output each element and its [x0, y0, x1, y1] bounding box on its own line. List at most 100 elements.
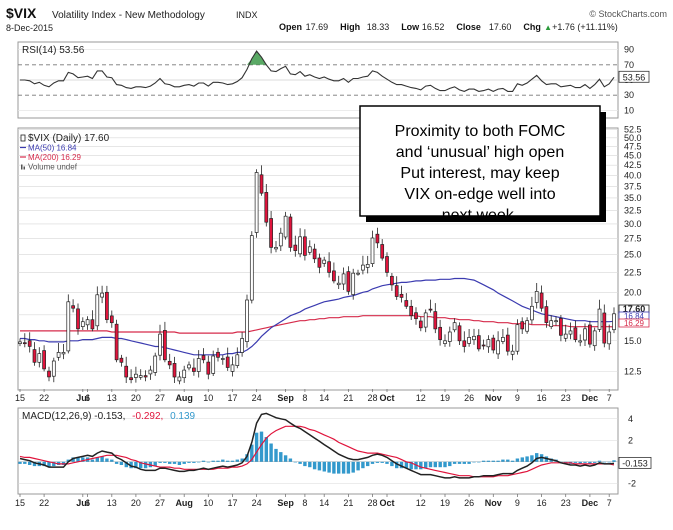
- macd-histogram-bar: [66, 459, 70, 462]
- date-label-bottom: Jul: [76, 498, 89, 508]
- price-tick-label: 47.5: [624, 141, 642, 151]
- candle-down: [167, 360, 172, 366]
- ohlc-value-low: 16.52: [422, 22, 445, 32]
- macd-histogram-bar: [607, 461, 611, 463]
- macd-histogram-bar: [597, 460, 602, 462]
- candle-down: [433, 311, 438, 330]
- candle-up: [211, 355, 216, 374]
- macd-histogram-bar: [462, 461, 466, 464]
- candle-up: [563, 333, 568, 339]
- price-badge-text: 17.60: [623, 304, 646, 314]
- candle-down: [105, 291, 109, 320]
- candle-up: [56, 352, 61, 358]
- date-label-top: 16: [537, 393, 547, 403]
- date-label-bottom: 26: [464, 498, 474, 508]
- annotation-callout: Proximity to both FOMC and ‘unusual’ high…: [359, 105, 606, 224]
- candle-up: [583, 328, 587, 341]
- macd-histogram-bar: [105, 458, 109, 462]
- candle-up: [138, 375, 143, 378]
- date-label-top: Oct: [379, 393, 394, 403]
- macd-histogram-bar: [303, 461, 307, 467]
- date-label-bottom: Aug: [175, 498, 193, 508]
- macd-panel-frame: [17, 407, 619, 495]
- candle-down: [404, 300, 409, 307]
- macd-histogram-bar: [322, 461, 326, 472]
- candle-down: [129, 377, 133, 381]
- date-label-top: 12: [416, 393, 426, 403]
- macd-label: MACD(12,26,9) -0.153, -0.292, 0.139: [22, 411, 196, 422]
- date-label-bottom: 23: [561, 498, 571, 508]
- chart-header: $VIX Volatility Index - New Methodology …: [6, 5, 667, 33]
- date-label-bottom: 14: [319, 498, 329, 508]
- ohlc-label-chg: Chg: [523, 22, 541, 32]
- macd-histogram-bar: [390, 461, 394, 467]
- candle-down: [22, 342, 27, 345]
- macd-histogram-bar: [259, 431, 264, 462]
- candle-up: [341, 273, 346, 285]
- candle-down: [539, 292, 544, 309]
- macd-histogram-bar: [481, 460, 486, 462]
- candle-up: [95, 294, 100, 327]
- macd-panel: 420-2 MACD(12,26,9) -0.153, -0.292, 0.13…: [17, 407, 652, 495]
- candle-up: [274, 247, 278, 250]
- candle-down: [90, 319, 95, 330]
- candle-down: [457, 325, 462, 342]
- macd-histogram-bar: [168, 461, 172, 464]
- price-tick-label: 52.5: [624, 125, 642, 135]
- macd-histogram-bar: [366, 461, 370, 467]
- macd-histogram-bar: [264, 437, 268, 462]
- macd-histogram-bar: [535, 453, 539, 462]
- price-tick-label: 45.0: [624, 151, 642, 161]
- candle-up: [148, 369, 153, 375]
- price-tick-label: 37.5: [624, 181, 642, 191]
- macd-histogram-bar: [274, 448, 278, 462]
- ohlc-value-chg: +1.76 (+11.11%): [552, 22, 618, 32]
- date-label-top: 9: [515, 393, 520, 403]
- price-tick-label: 35.0: [624, 193, 642, 203]
- candle-up: [370, 237, 375, 264]
- macd-histogram-bar: [520, 457, 524, 462]
- candle-up: [220, 358, 225, 360]
- macd-histogram-bar: [298, 461, 302, 464]
- candle-down: [317, 257, 322, 268]
- macd-histogram-bar: [134, 461, 138, 469]
- annotation-line: Proximity to both FOMC: [395, 123, 566, 140]
- candle-down: [42, 350, 46, 370]
- candle-up: [472, 335, 476, 341]
- candle-up: [307, 246, 312, 253]
- macd-histogram-bar: [269, 443, 273, 462]
- date-label-top: 27: [155, 393, 165, 403]
- macd-histogram-bar: [211, 460, 215, 462]
- macd-line: [19, 412, 615, 479]
- macd-histogram-bar: [337, 461, 341, 474]
- rsi-overbought-area: [247, 51, 267, 65]
- macd-histogram-bar: [525, 456, 529, 462]
- macd-histogram-bar: [283, 455, 288, 462]
- macd-histogram-bar: [530, 455, 534, 462]
- macd-histogram-bar: [395, 461, 399, 469]
- macd-histogram-bar: [182, 461, 186, 464]
- macd-histogram-bar: [419, 461, 423, 470]
- candle-up: [443, 340, 447, 344]
- macd-histogram-bar: [23, 461, 27, 464]
- candle-up: [177, 376, 182, 382]
- candle-up: [351, 272, 356, 295]
- macd-histogram-bar: [158, 461, 162, 463]
- candle-down: [409, 305, 414, 317]
- date-label-bottom: 6: [85, 498, 90, 508]
- rsi-badge-box: [618, 70, 650, 83]
- candle-down: [438, 326, 442, 340]
- macd-histogram-bar: [279, 452, 283, 462]
- macd-histogram-bar: [192, 461, 196, 463]
- candle-up: [100, 292, 104, 298]
- macd-value-badge: -0.153: [618, 456, 652, 469]
- ohlc-value-high: 18.33: [367, 22, 390, 32]
- candle-down: [143, 375, 148, 378]
- macd-histogram-bar: [245, 454, 249, 462]
- macd-histogram-bar: [32, 461, 37, 467]
- macd-histogram-bar: [312, 461, 317, 470]
- macd-histogram-bar: [90, 459, 95, 462]
- candle-down: [375, 233, 380, 244]
